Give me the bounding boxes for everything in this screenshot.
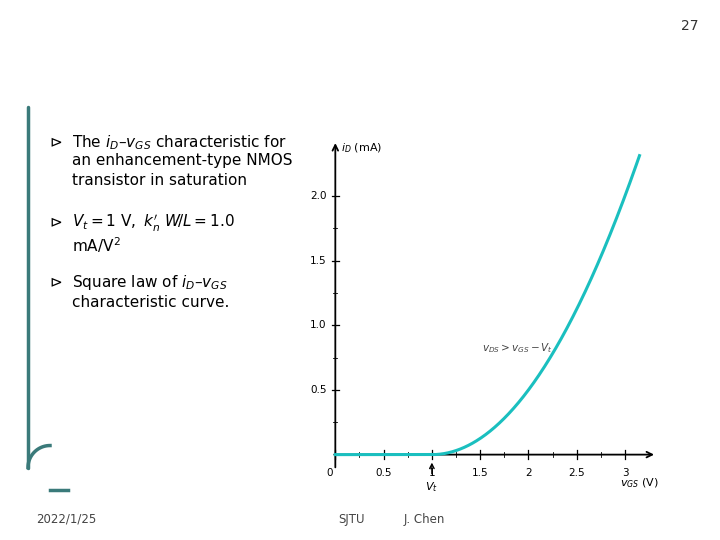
Text: $v_{GS}\ \mathrm{(V)}$: $v_{GS}\ \mathrm{(V)}$: [620, 477, 659, 490]
Text: 2: 2: [525, 468, 532, 477]
Text: J. Chen: J. Chen: [403, 512, 444, 526]
Text: 27: 27: [681, 19, 698, 33]
Text: $\vartriangleright$: $\vartriangleright$: [47, 135, 63, 150]
Text: mA/V$^2$: mA/V$^2$: [72, 235, 121, 255]
Text: Saturation region: Saturation region: [18, 36, 377, 71]
Text: Square law of $i_D$–$v_{GS}$: Square law of $i_D$–$v_{GS}$: [72, 273, 228, 292]
Text: SJTU: SJTU: [338, 512, 365, 526]
Text: $V_t = 1\ \mathrm{V},\ k^\prime_n\ W\!/L = 1.0$: $V_t = 1\ \mathrm{V},\ k^\prime_n\ W\!/L…: [72, 213, 235, 234]
Text: 2.0: 2.0: [310, 191, 327, 201]
Text: 0.5: 0.5: [310, 385, 327, 395]
Text: $V_t$: $V_t$: [426, 481, 438, 494]
Text: $i_D\ \mathrm{(mA)}$: $i_D\ \mathrm{(mA)}$: [341, 141, 382, 155]
Text: 1.5: 1.5: [472, 468, 488, 477]
Text: 1.0: 1.0: [310, 320, 327, 330]
Text: 0.5: 0.5: [375, 468, 392, 477]
Text: an enhancement-type NMOS: an enhancement-type NMOS: [72, 153, 292, 168]
Text: transistor in saturation: transistor in saturation: [72, 173, 247, 188]
Text: 1: 1: [428, 468, 435, 477]
Text: The $i_D$–$v_{GS}$ characteristic for: The $i_D$–$v_{GS}$ characteristic for: [72, 133, 287, 152]
Text: 0: 0: [326, 468, 333, 477]
Text: characteristic curve.: characteristic curve.: [72, 295, 230, 310]
Text: $\vartriangleright$: $\vartriangleright$: [47, 215, 63, 231]
Text: 3: 3: [621, 468, 629, 477]
Text: 2022/1/25: 2022/1/25: [36, 512, 96, 526]
Text: 1.5: 1.5: [310, 255, 327, 266]
Text: $\vartriangleright$: $\vartriangleright$: [47, 275, 63, 291]
Text: 2.5: 2.5: [568, 468, 585, 477]
Text: $v_{DS} > v_{GS} - V_t$: $v_{DS} > v_{GS} - V_t$: [482, 342, 553, 355]
